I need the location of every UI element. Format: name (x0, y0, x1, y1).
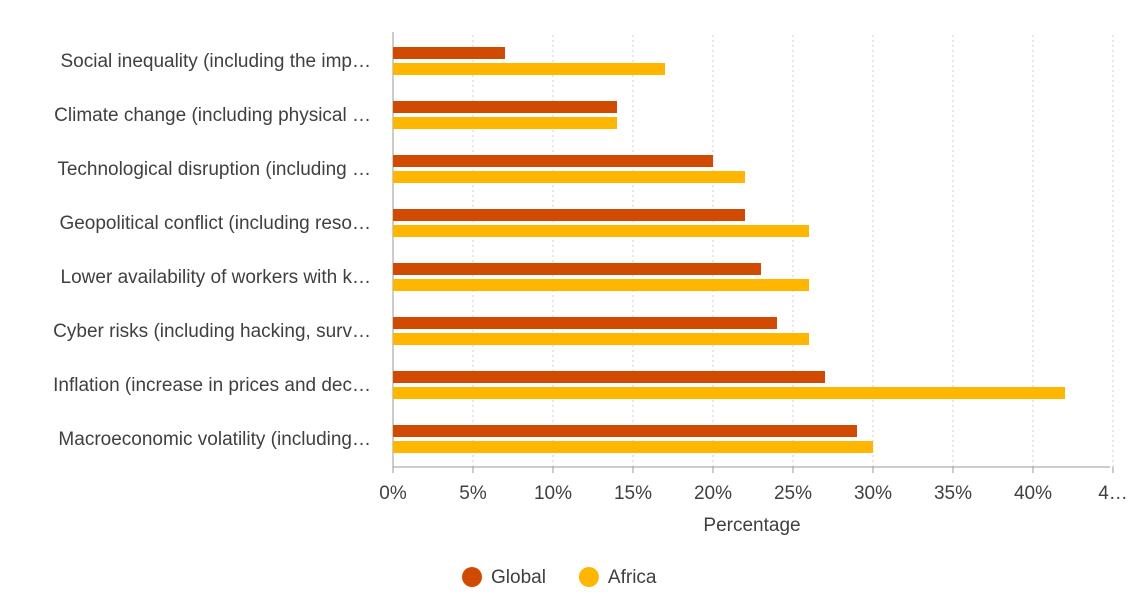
x-tick-label: 25% (774, 483, 812, 504)
bar (393, 279, 809, 291)
x-tick-label: 10% (534, 483, 572, 504)
bar (393, 171, 745, 183)
bar (393, 333, 809, 345)
legend-label: Africa (608, 567, 657, 588)
x-tick-label: 35% (934, 483, 972, 504)
bar (393, 317, 777, 329)
bar (393, 225, 809, 237)
x-tick-label: 5% (459, 483, 487, 504)
bar (393, 209, 745, 221)
y-tick-label: Cyber risks (including hacking, surv… (53, 321, 371, 342)
bar (393, 101, 617, 113)
bar (393, 387, 1065, 399)
y-tick-label: Inflation (increase in prices and dec… (53, 375, 371, 396)
bar (393, 263, 761, 275)
y-tick-label: Geopolitical conflict (including reso… (59, 213, 371, 234)
legend-swatch (462, 567, 482, 587)
bar (393, 155, 713, 167)
bar (393, 425, 857, 437)
x-tick-label: 40% (1014, 483, 1052, 504)
bar (393, 117, 617, 129)
x-tick-label: 0% (379, 483, 407, 504)
x-tick-label: 30% (854, 483, 892, 504)
bar (393, 47, 505, 59)
legend-label: Global (491, 567, 546, 588)
x-tick-label: 20% (694, 483, 732, 504)
x-tick-label: 15% (614, 483, 652, 504)
x-tick-label: 4… (1098, 483, 1128, 504)
y-tick-label: Social inequality (including the imp… (61, 51, 372, 72)
bar (393, 63, 665, 75)
legend-swatch (578, 567, 599, 587)
y-tick-label: Macroeconomic volatility (including… (58, 429, 371, 450)
y-tick-label: Lower availability of workers with k… (61, 267, 371, 288)
bar (393, 371, 825, 383)
y-tick-label: Climate change (including physical … (54, 105, 371, 126)
y-tick-label: Technological disruption (including … (57, 159, 371, 180)
bar (393, 441, 873, 453)
x-axis-label: Percentage (703, 515, 800, 536)
